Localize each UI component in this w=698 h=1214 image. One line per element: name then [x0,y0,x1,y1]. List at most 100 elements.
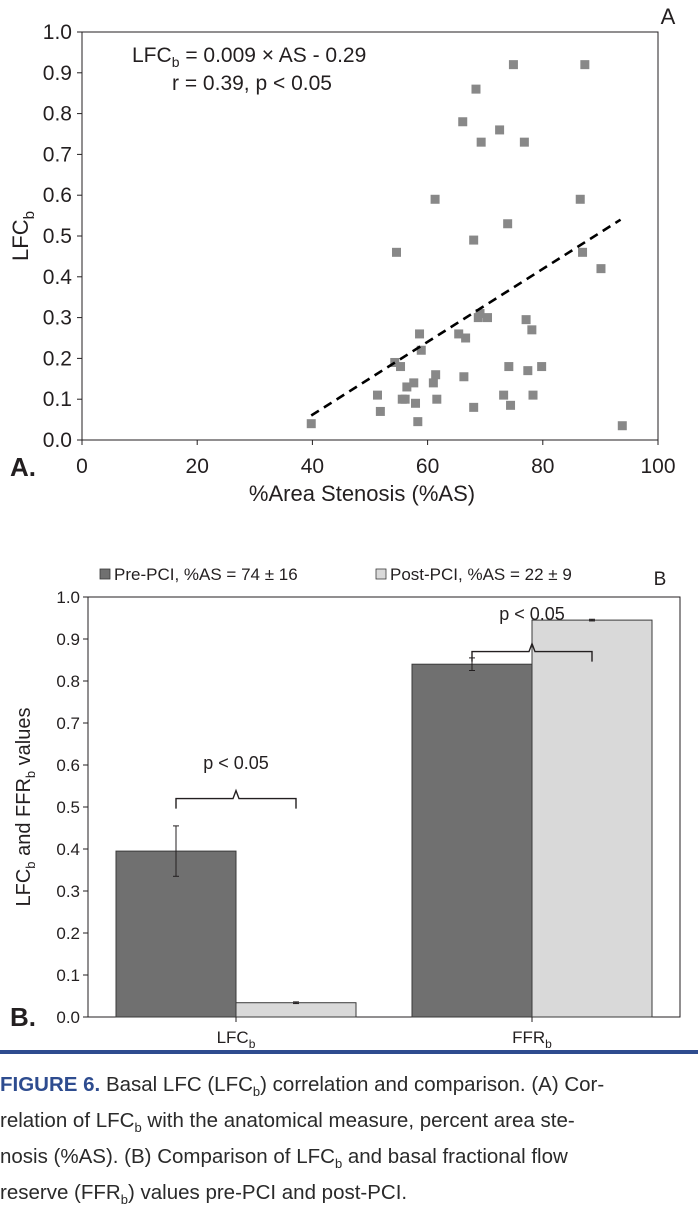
scatter-point [471,84,481,94]
equation-rest: = 0.009 × AS - 0.29 [179,44,366,67]
scatter-point [578,247,588,257]
y-tick-label-b: 0.5 [56,798,80,817]
y-axis-label-b: LFCb and FFRb values [13,708,38,907]
y-tick-label-b: 0.2 [56,924,80,943]
y-tick-label: 0.9 [43,62,72,85]
scatter-point [483,313,493,323]
caption-line: Basal LFC (LFCb) correlation and compari… [100,1073,605,1100]
scatter-point [503,219,513,229]
x-tick-label: 60 [416,455,439,478]
significance-bracket [471,641,593,662]
svg-text:LFCb and FFRb values: LFCb and FFRb values [13,708,38,907]
x-tick-label: 100 [640,455,675,478]
scatter-point [306,419,316,429]
y-label-main: LFC [8,219,33,261]
legend-swatch [99,568,111,580]
caption-line: relation of LFCb with the anatomical mea… [0,1109,575,1136]
bar [531,619,653,1018]
bar [235,1002,357,1018]
scatter-point [428,378,438,388]
y-tick-label: 0.0 [43,429,72,452]
scatter-point [475,309,485,319]
scatter-point [521,315,531,325]
svg-text:LFCb: LFCb [8,211,38,261]
y-tick-label-b: 0.9 [56,630,80,649]
y-tick-label-b: 0.4 [56,840,80,859]
x-tick-label-b: LFCb [217,1028,256,1051]
caption-figure-label: FIGURE 6. [0,1073,101,1096]
regression-equation: LFCb = 0.009 × AS - 0.29 [132,44,366,70]
scatter-point [400,394,410,404]
y-tick-label: 0.5 [43,225,72,248]
scatter-point [537,362,547,372]
scatter-point [575,194,585,204]
scatter-point [476,137,486,147]
bar [411,663,533,1018]
y-tick-label: 0.1 [43,388,72,411]
legend-label: Pre-PCI, %AS = 74 ± 16 [114,565,298,584]
legend-label: Post-PCI, %AS = 22 ± 9 [390,565,572,584]
scatter-point [519,137,529,147]
correlation-stats: r = 0.39, p < 0.05 [172,72,332,95]
y-label-sub: b [21,211,38,219]
caption-line: reserve (FFRb) values pre-PCI and post-P… [0,1181,408,1208]
bar-chart: Pre-PCI, %AS = 74 ± 16 Post-PCI, %AS = 22… [13,565,681,1051]
trendline [310,218,622,417]
divider-rule [0,1050,698,1054]
scatter-point [461,333,471,343]
scatter-point [431,370,441,380]
significance-label: p < 0.05 [203,753,269,773]
scatter-point [508,60,518,70]
scatter-point [469,235,479,245]
x-tick-label: 0 [76,455,88,478]
y-tick-label: 0.6 [43,184,72,207]
scatter-point [617,421,627,431]
y-tick-label-b: 0.8 [56,672,80,691]
scatter-point [499,390,509,400]
scatter-point [391,247,401,257]
x-tick-label: 80 [531,455,554,478]
corner-label: A [661,4,676,29]
legend-swatch [375,568,387,580]
y-tick-label-b: 1.0 [56,588,80,607]
y-axis-label: LFCb [8,211,38,261]
significance-bracket [175,788,297,809]
scatter-point [432,394,442,404]
y-tick-label: 0.8 [43,103,72,126]
plot-frame [81,31,659,441]
equation-main: LFC [132,44,172,67]
y-tick-label-b: 0.7 [56,714,80,733]
scatter-point [413,417,423,427]
panel-b-label: B. [10,1002,36,1032]
y-tick-label-b: 0.1 [56,966,80,985]
x-tick-label: 20 [186,455,209,478]
equation-sub: b [172,54,180,70]
panel-a-label: A. [10,452,36,482]
x-tick-label: 40 [301,455,324,478]
scatter-chart: 0.0 0.1 0.2 0.3 0.4 0.5 0.6 0.7 0.8 0.9 1.0 0 20 40 6… [8,4,676,506]
scatter-point [459,372,469,382]
scatter-point [495,125,505,135]
scatter-point [409,378,419,388]
scatter-point [523,366,533,376]
scatter-point [430,194,440,204]
y-tick-label: 0.2 [43,347,72,370]
scatter-point [527,325,537,335]
y-tick-label: 0.4 [43,266,73,289]
x-tick-label-b: FFRb [512,1028,552,1051]
scatter-point [402,382,412,392]
y-tick-label: 0.7 [43,143,72,166]
y-tick-label-b: 0.0 [56,1008,80,1027]
scatter-point [416,345,426,355]
x-axis-label: %Area Stenosis (%AS) [249,481,475,506]
scatter-point [580,60,590,70]
corner-label-b: B [654,569,667,590]
scatter-point [454,329,464,339]
figure-caption: FIGURE 6. Basal LFC (LFCb) correlation a… [0,1070,698,1214]
scatter-point [458,117,468,127]
caption-line: nosis (%AS). (B) Comparison of LFCb and … [0,1145,568,1172]
y-tick-label-b: 0.6 [56,756,80,775]
scatter-point [411,398,421,408]
scatter-point [415,329,425,339]
scatter-point [504,362,514,372]
